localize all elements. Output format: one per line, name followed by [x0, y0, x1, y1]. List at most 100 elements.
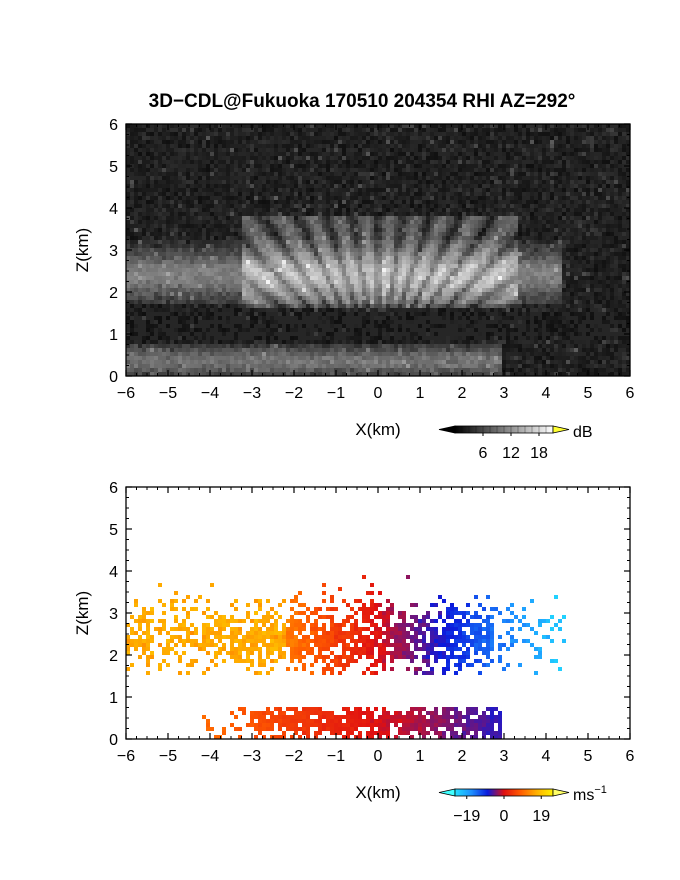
intensity-pixel — [518, 136, 522, 140]
intensity-pixel — [226, 244, 230, 248]
intensity-pixel — [166, 176, 170, 180]
intensity-pixel — [418, 192, 422, 196]
intensity-pixel — [366, 160, 370, 164]
intensity-pixel — [410, 228, 414, 232]
intensity-pixel — [574, 252, 578, 256]
intensity-pixel — [510, 212, 514, 216]
intensity-pixel — [314, 260, 318, 264]
intensity-pixel — [434, 236, 438, 240]
intensity-pixel — [550, 172, 554, 176]
intensity-pixel — [434, 184, 438, 188]
intensity-pixel — [294, 284, 298, 288]
intensity-pixel — [250, 268, 254, 272]
intensity-pixel — [490, 216, 494, 220]
intensity-pixel — [442, 248, 446, 252]
intensity-pixel — [582, 260, 586, 264]
intensity-pixel — [282, 144, 286, 148]
intensity-pixel — [170, 192, 174, 196]
intensity-pixel — [242, 124, 246, 128]
intensity-pixel — [226, 140, 230, 144]
intensity-pixel — [414, 228, 418, 232]
intensity-pixel — [126, 128, 130, 132]
intensity-pixel — [170, 180, 174, 184]
intensity-pixel — [550, 180, 554, 184]
intensity-pixel — [146, 172, 150, 176]
intensity-pixel — [366, 224, 370, 228]
intensity-pixel — [194, 176, 198, 180]
intensity-pixel — [578, 256, 582, 260]
intensity-pixel — [378, 192, 382, 196]
intensity-pixel — [478, 268, 482, 272]
intensity-pixel — [226, 228, 230, 232]
intensity-pixel — [266, 132, 270, 136]
intensity-pixel — [502, 180, 506, 184]
intensity-pixel — [358, 128, 362, 132]
intensity-pixel — [266, 280, 270, 284]
intensity-pixel — [362, 140, 366, 144]
intensity-pixel — [526, 156, 530, 160]
intensity-pixel — [442, 180, 446, 184]
intensity-pixel — [302, 220, 306, 224]
intensity-pixel — [330, 224, 334, 228]
intensity-pixel — [190, 124, 194, 128]
intensity-pixel — [162, 176, 166, 180]
intensity-pixel — [610, 164, 614, 168]
intensity-pixel — [458, 128, 462, 132]
intensity-pixel — [354, 160, 358, 164]
intensity-pixel — [402, 156, 406, 160]
intensity-pixel — [554, 268, 558, 272]
intensity-pixel — [470, 248, 474, 252]
intensity-pixel — [282, 160, 286, 164]
intensity-pixel — [554, 276, 558, 280]
intensity-pixel — [530, 168, 534, 172]
intensity-pixel — [554, 200, 558, 204]
intensity-pixel — [210, 288, 214, 292]
intensity-pixel — [578, 164, 582, 168]
intensity-pixel — [146, 228, 150, 232]
intensity-pixel — [262, 268, 266, 272]
intensity-pixel — [626, 268, 630, 272]
intensity-pixel — [498, 224, 502, 228]
intensity-pixel — [406, 156, 410, 160]
intensity-pixel — [510, 160, 514, 164]
intensity-pixel — [398, 176, 402, 180]
intensity-pixel — [446, 128, 450, 132]
intensity-pixel — [418, 196, 422, 200]
intensity-pixel — [186, 252, 190, 256]
intensity-pixel — [178, 144, 182, 148]
intensity-pixel — [446, 248, 450, 252]
intensity-pixel — [490, 256, 494, 260]
intensity-pixel — [550, 144, 554, 148]
intensity-pixel — [206, 196, 210, 200]
intensity-pixel — [230, 264, 234, 268]
intensity-pixel — [254, 128, 258, 132]
intensity-pixels — [126, 124, 630, 376]
intensity-pixel — [266, 184, 270, 188]
intensity-pixel — [346, 196, 350, 200]
intensity-pixel — [166, 152, 170, 156]
intensity-pixel — [130, 224, 134, 228]
intensity-pixel — [130, 152, 134, 156]
intensity-pixel — [578, 204, 582, 208]
intensity-pixel — [422, 256, 426, 260]
intensity-pixel — [498, 232, 502, 236]
intensity-pixel — [378, 140, 382, 144]
intensity-pixel — [262, 248, 266, 252]
intensity-pixel — [374, 256, 378, 260]
intensity-pixel — [474, 260, 478, 264]
intensity-pixel — [126, 124, 130, 128]
intensity-pixel — [410, 272, 414, 276]
intensity-pixel — [386, 176, 390, 180]
intensity-pixel — [474, 228, 478, 232]
intensity-pixel — [146, 168, 150, 172]
intensity-pixel — [242, 176, 246, 180]
intensity-pixel — [442, 156, 446, 160]
intensity-pixel — [250, 188, 254, 192]
intensity-pixel — [570, 128, 574, 132]
intensity-pixel — [158, 144, 162, 148]
intensity-pixel — [162, 196, 166, 200]
intensity-pixel — [138, 244, 142, 248]
intensity-pixel — [202, 236, 206, 240]
intensity-pixel — [442, 208, 446, 212]
intensity-pixel — [446, 224, 450, 228]
